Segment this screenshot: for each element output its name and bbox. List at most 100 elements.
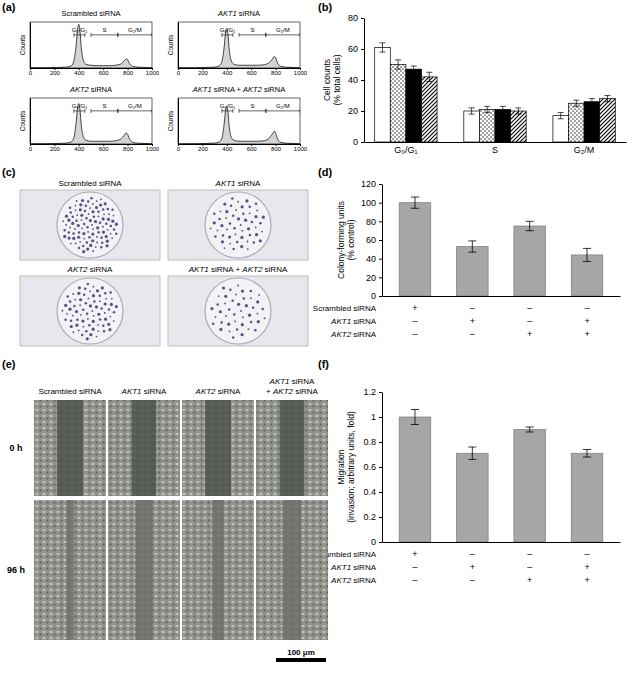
condition-sign: – — [470, 575, 475, 585]
y-axis-tick: 60 — [348, 44, 364, 54]
colony — [91, 224, 93, 226]
y-axis-tick: 100 — [361, 198, 382, 208]
error-bar — [605, 96, 611, 102]
scratch-title-part: siRNA — [290, 377, 316, 386]
y-axis-line — [364, 19, 365, 143]
colony — [111, 208, 114, 211]
colony — [227, 323, 230, 326]
colony — [89, 207, 91, 209]
colony — [86, 247, 89, 250]
plate-dish — [205, 192, 271, 258]
gate — [74, 109, 85, 113]
scratch-gap — [280, 400, 304, 496]
colony — [255, 226, 257, 228]
scratch-title-part: AKT1 — [269, 377, 290, 386]
y-axis-title: Migration — [336, 449, 346, 484]
histogram: G₀/G₁SG₂/M02004006008001000CountsAKT1 si… — [167, 9, 308, 76]
time-label: 0 h — [9, 443, 22, 453]
condition-sign: – — [470, 549, 475, 559]
colony — [241, 289, 244, 292]
x-axis-tick-label: G₂/M — [574, 145, 595, 155]
x-axis-tick: 800 — [123, 68, 134, 76]
plate-title: AKT1 siRNA + AKT2 siRNA — [188, 265, 288, 274]
y-axis-tick: 80 — [348, 13, 364, 23]
x-axis-tick: G₂/M — [574, 142, 595, 155]
y-axis-tick-label: 0.8 — [363, 437, 376, 447]
colony — [110, 233, 112, 235]
condition-sign: – — [470, 303, 475, 313]
x-axis-tick: 600 — [247, 68, 258, 76]
gate — [91, 33, 118, 37]
x-axis-line — [179, 68, 301, 69]
colony — [111, 237, 113, 239]
colony — [225, 210, 228, 213]
colony — [72, 315, 74, 317]
gate — [222, 109, 233, 113]
y-axis-tick-label: 80 — [366, 217, 376, 227]
colony — [249, 212, 251, 214]
colony — [109, 316, 111, 318]
y-axis-tick-label: 60 — [366, 235, 376, 245]
colony — [213, 221, 216, 224]
chart-title-part: siRNA — [237, 9, 260, 18]
gate — [239, 109, 266, 113]
colony — [76, 200, 78, 202]
y-axis-tick-label: 1.2 — [363, 387, 376, 397]
bar — [569, 103, 585, 142]
colony — [240, 333, 243, 336]
y-axis-tick: 0.6 — [363, 462, 382, 472]
colony — [89, 333, 92, 336]
colony — [254, 329, 257, 332]
colony — [96, 242, 98, 244]
x-axis: G₀/G₁SG₂/M — [365, 142, 627, 155]
condition-label: AKT1 siRNA — [330, 563, 377, 572]
colony — [72, 237, 75, 240]
plate-photo — [20, 276, 160, 346]
error-bar — [558, 113, 564, 119]
condition-label: AKT1 siRNA — [330, 317, 377, 326]
bar — [406, 69, 422, 142]
condition-sign: – — [470, 329, 475, 339]
colony — [224, 247, 226, 249]
colony — [247, 227, 250, 230]
plate-title-part: siRNA + — [209, 265, 243, 274]
colony — [103, 330, 106, 333]
colony — [81, 227, 83, 229]
condition-sign: + — [470, 316, 475, 326]
colony — [81, 199, 84, 202]
colony — [72, 232, 75, 235]
colony — [232, 248, 235, 251]
colony — [71, 216, 74, 219]
colony — [236, 241, 239, 244]
colony — [215, 316, 217, 318]
plate-title: AKT2 siRNA — [67, 265, 114, 274]
colony — [66, 313, 68, 315]
colony — [99, 222, 102, 225]
colony — [222, 286, 225, 289]
colony — [88, 236, 91, 239]
y-axis-tick-label: 0.4 — [363, 487, 376, 497]
x-axis-tick-label: 400 — [222, 146, 233, 152]
x-axis-line — [365, 142, 627, 143]
error-bar — [469, 108, 475, 114]
colony — [229, 222, 232, 225]
colony — [237, 303, 240, 306]
colony — [77, 292, 80, 295]
x-axis-tick: 600 — [99, 68, 110, 76]
colony — [247, 241, 249, 243]
y-axis-tick: 40 — [348, 75, 364, 85]
plot-area — [30, 104, 152, 144]
colony — [85, 204, 88, 207]
y-axis-tick-label: 20 — [348, 106, 358, 116]
colony — [76, 319, 79, 322]
colony — [96, 236, 98, 238]
error-bar — [526, 221, 534, 230]
colony — [65, 224, 67, 226]
scratch-title-part: AKT1 — [121, 387, 142, 396]
panel-label: (d) — [318, 166, 332, 178]
x-axis-tick: 1000 — [146, 144, 160, 152]
y-axis-tick: 60 — [366, 235, 382, 245]
colony — [102, 226, 104, 228]
colony — [113, 228, 116, 231]
colony — [229, 289, 232, 292]
